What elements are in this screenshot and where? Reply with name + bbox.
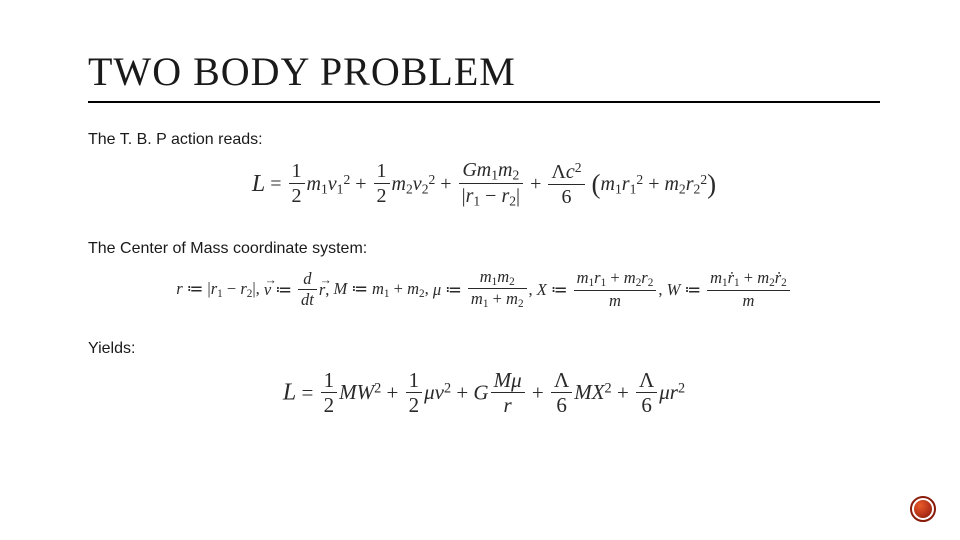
text-line-1: The T. B. P action reads:	[88, 131, 880, 149]
equation-3: L = 12MW2 + 12μv2 + GMμr + Λ6MX2 + Λ6μr2	[88, 368, 880, 418]
slide: TWO BODY PROBLEM The T. B. P action read…	[0, 0, 960, 418]
slide-bullet-icon	[910, 496, 936, 522]
text-line-2: The Center of Mass coordinate system:	[88, 240, 880, 258]
equation-1: L = 12m1v12 + 12m2v22 + Gm1m2|r1 − r2| +…	[88, 159, 880, 210]
title-underline	[88, 101, 880, 103]
page-title: TWO BODY PROBLEM	[88, 48, 880, 95]
text-line-3: Yields:	[88, 340, 880, 358]
equation-2: r ≔ |r1 − r2|, v ≔ ddtr, M ≔ m1 + m2, μ …	[88, 268, 880, 312]
